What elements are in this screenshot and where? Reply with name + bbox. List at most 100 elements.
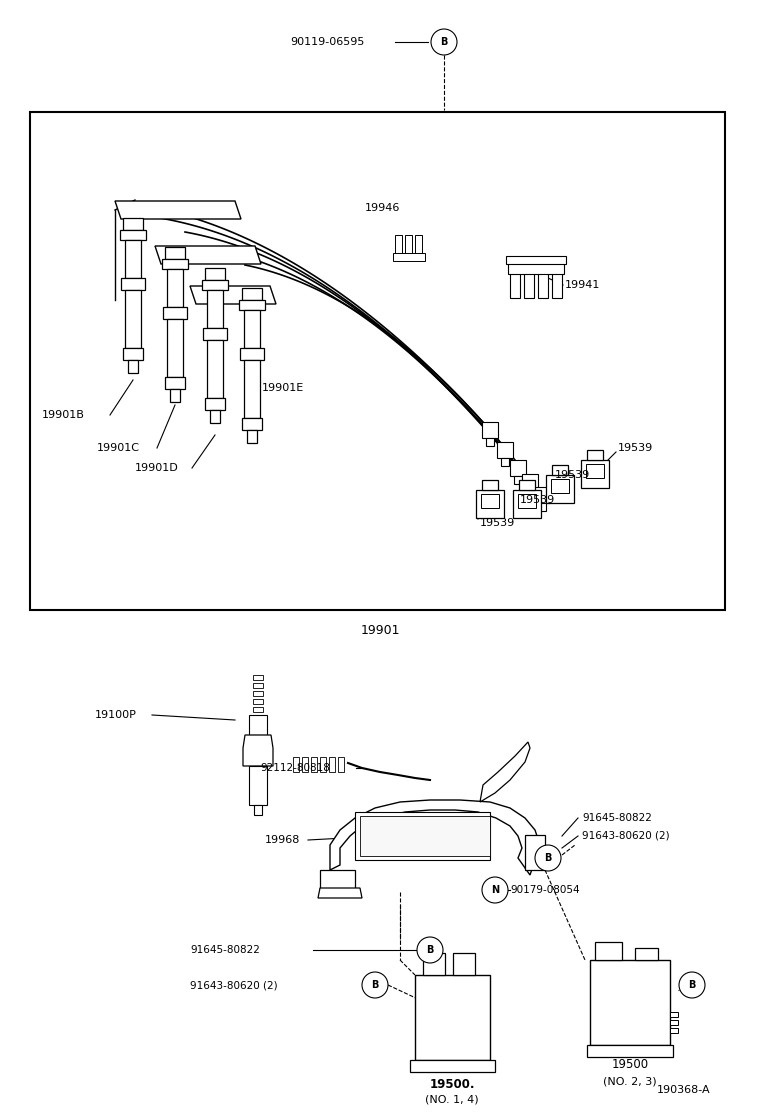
Polygon shape [240, 348, 264, 360]
Polygon shape [546, 475, 574, 503]
Circle shape [362, 972, 388, 997]
Text: (NO. 1, 4): (NO. 1, 4) [425, 1095, 479, 1105]
Polygon shape [123, 348, 143, 360]
Polygon shape [249, 715, 267, 735]
Polygon shape [239, 300, 265, 310]
Text: 19539: 19539 [555, 470, 591, 480]
Polygon shape [338, 757, 344, 772]
Polygon shape [244, 310, 260, 348]
Polygon shape [190, 286, 276, 304]
Text: 19100P: 19100P [95, 709, 137, 719]
Polygon shape [120, 230, 146, 240]
Polygon shape [253, 707, 263, 712]
Polygon shape [207, 340, 223, 398]
Polygon shape [162, 259, 188, 269]
Text: 19500: 19500 [612, 1059, 648, 1072]
Polygon shape [415, 975, 490, 1060]
Polygon shape [522, 474, 538, 490]
Polygon shape [202, 280, 228, 290]
Polygon shape [524, 270, 534, 298]
Circle shape [679, 972, 705, 997]
Polygon shape [587, 1045, 673, 1058]
Polygon shape [513, 490, 541, 518]
Polygon shape [635, 949, 658, 960]
Polygon shape [552, 270, 562, 298]
Text: B: B [372, 980, 378, 990]
Polygon shape [249, 766, 267, 805]
Text: 19539: 19539 [480, 518, 515, 528]
Text: B: B [426, 945, 434, 955]
Polygon shape [253, 699, 263, 704]
Text: (NO. 2, 3): (NO. 2, 3) [603, 1076, 657, 1086]
Polygon shape [482, 421, 498, 438]
Polygon shape [534, 487, 550, 503]
Polygon shape [167, 319, 183, 377]
Polygon shape [242, 288, 262, 300]
Circle shape [431, 29, 457, 54]
Text: 19901B: 19901B [42, 410, 85, 420]
Text: 90179-08054: 90179-08054 [510, 885, 580, 895]
Polygon shape [480, 742, 530, 802]
Polygon shape [405, 235, 412, 254]
Polygon shape [242, 418, 262, 430]
Polygon shape [476, 490, 504, 518]
Polygon shape [205, 398, 225, 410]
Text: N: N [491, 885, 499, 895]
Polygon shape [128, 360, 138, 373]
Polygon shape [525, 835, 545, 870]
Polygon shape [170, 389, 180, 403]
Text: 19901E: 19901E [262, 383, 304, 393]
Polygon shape [595, 942, 622, 960]
Polygon shape [329, 757, 335, 772]
Polygon shape [123, 218, 143, 230]
Polygon shape [125, 290, 141, 348]
Circle shape [417, 937, 443, 963]
Text: 90119-06595: 90119-06595 [290, 37, 364, 47]
Polygon shape [423, 953, 445, 975]
Text: B: B [440, 37, 448, 47]
Polygon shape [393, 254, 425, 261]
Polygon shape [293, 757, 299, 772]
Polygon shape [253, 691, 263, 696]
Text: 19500.: 19500. [429, 1079, 475, 1092]
Polygon shape [302, 757, 308, 772]
Polygon shape [360, 816, 490, 856]
Text: 92112-80818: 92112-80818 [260, 763, 330, 773]
Polygon shape [320, 870, 355, 892]
Circle shape [535, 845, 561, 871]
Polygon shape [581, 460, 609, 488]
Polygon shape [205, 268, 225, 280]
Polygon shape [121, 278, 145, 290]
Polygon shape [551, 479, 569, 493]
Polygon shape [481, 494, 499, 508]
Polygon shape [508, 262, 564, 274]
Polygon shape [538, 270, 548, 298]
Polygon shape [518, 494, 536, 508]
Polygon shape [253, 683, 263, 688]
Polygon shape [125, 240, 141, 278]
Polygon shape [482, 480, 498, 490]
Polygon shape [320, 757, 326, 772]
Circle shape [482, 877, 508, 903]
Polygon shape [165, 377, 185, 389]
Polygon shape [207, 290, 223, 328]
Polygon shape [526, 490, 534, 498]
Polygon shape [670, 1012, 678, 1017]
Polygon shape [210, 410, 220, 423]
Polygon shape [587, 450, 603, 460]
Polygon shape [506, 256, 566, 264]
Bar [30, 112, 725, 610]
Polygon shape [510, 270, 520, 298]
Polygon shape [519, 480, 535, 490]
Polygon shape [670, 1027, 678, 1033]
Polygon shape [670, 1020, 678, 1025]
Text: 19539: 19539 [618, 443, 654, 453]
Text: 91645-80822: 91645-80822 [190, 945, 260, 955]
Polygon shape [165, 247, 185, 259]
Polygon shape [115, 201, 241, 219]
Polygon shape [167, 269, 183, 307]
Polygon shape [410, 1060, 495, 1072]
Polygon shape [311, 757, 317, 772]
Polygon shape [514, 476, 522, 484]
Text: B: B [689, 980, 695, 990]
